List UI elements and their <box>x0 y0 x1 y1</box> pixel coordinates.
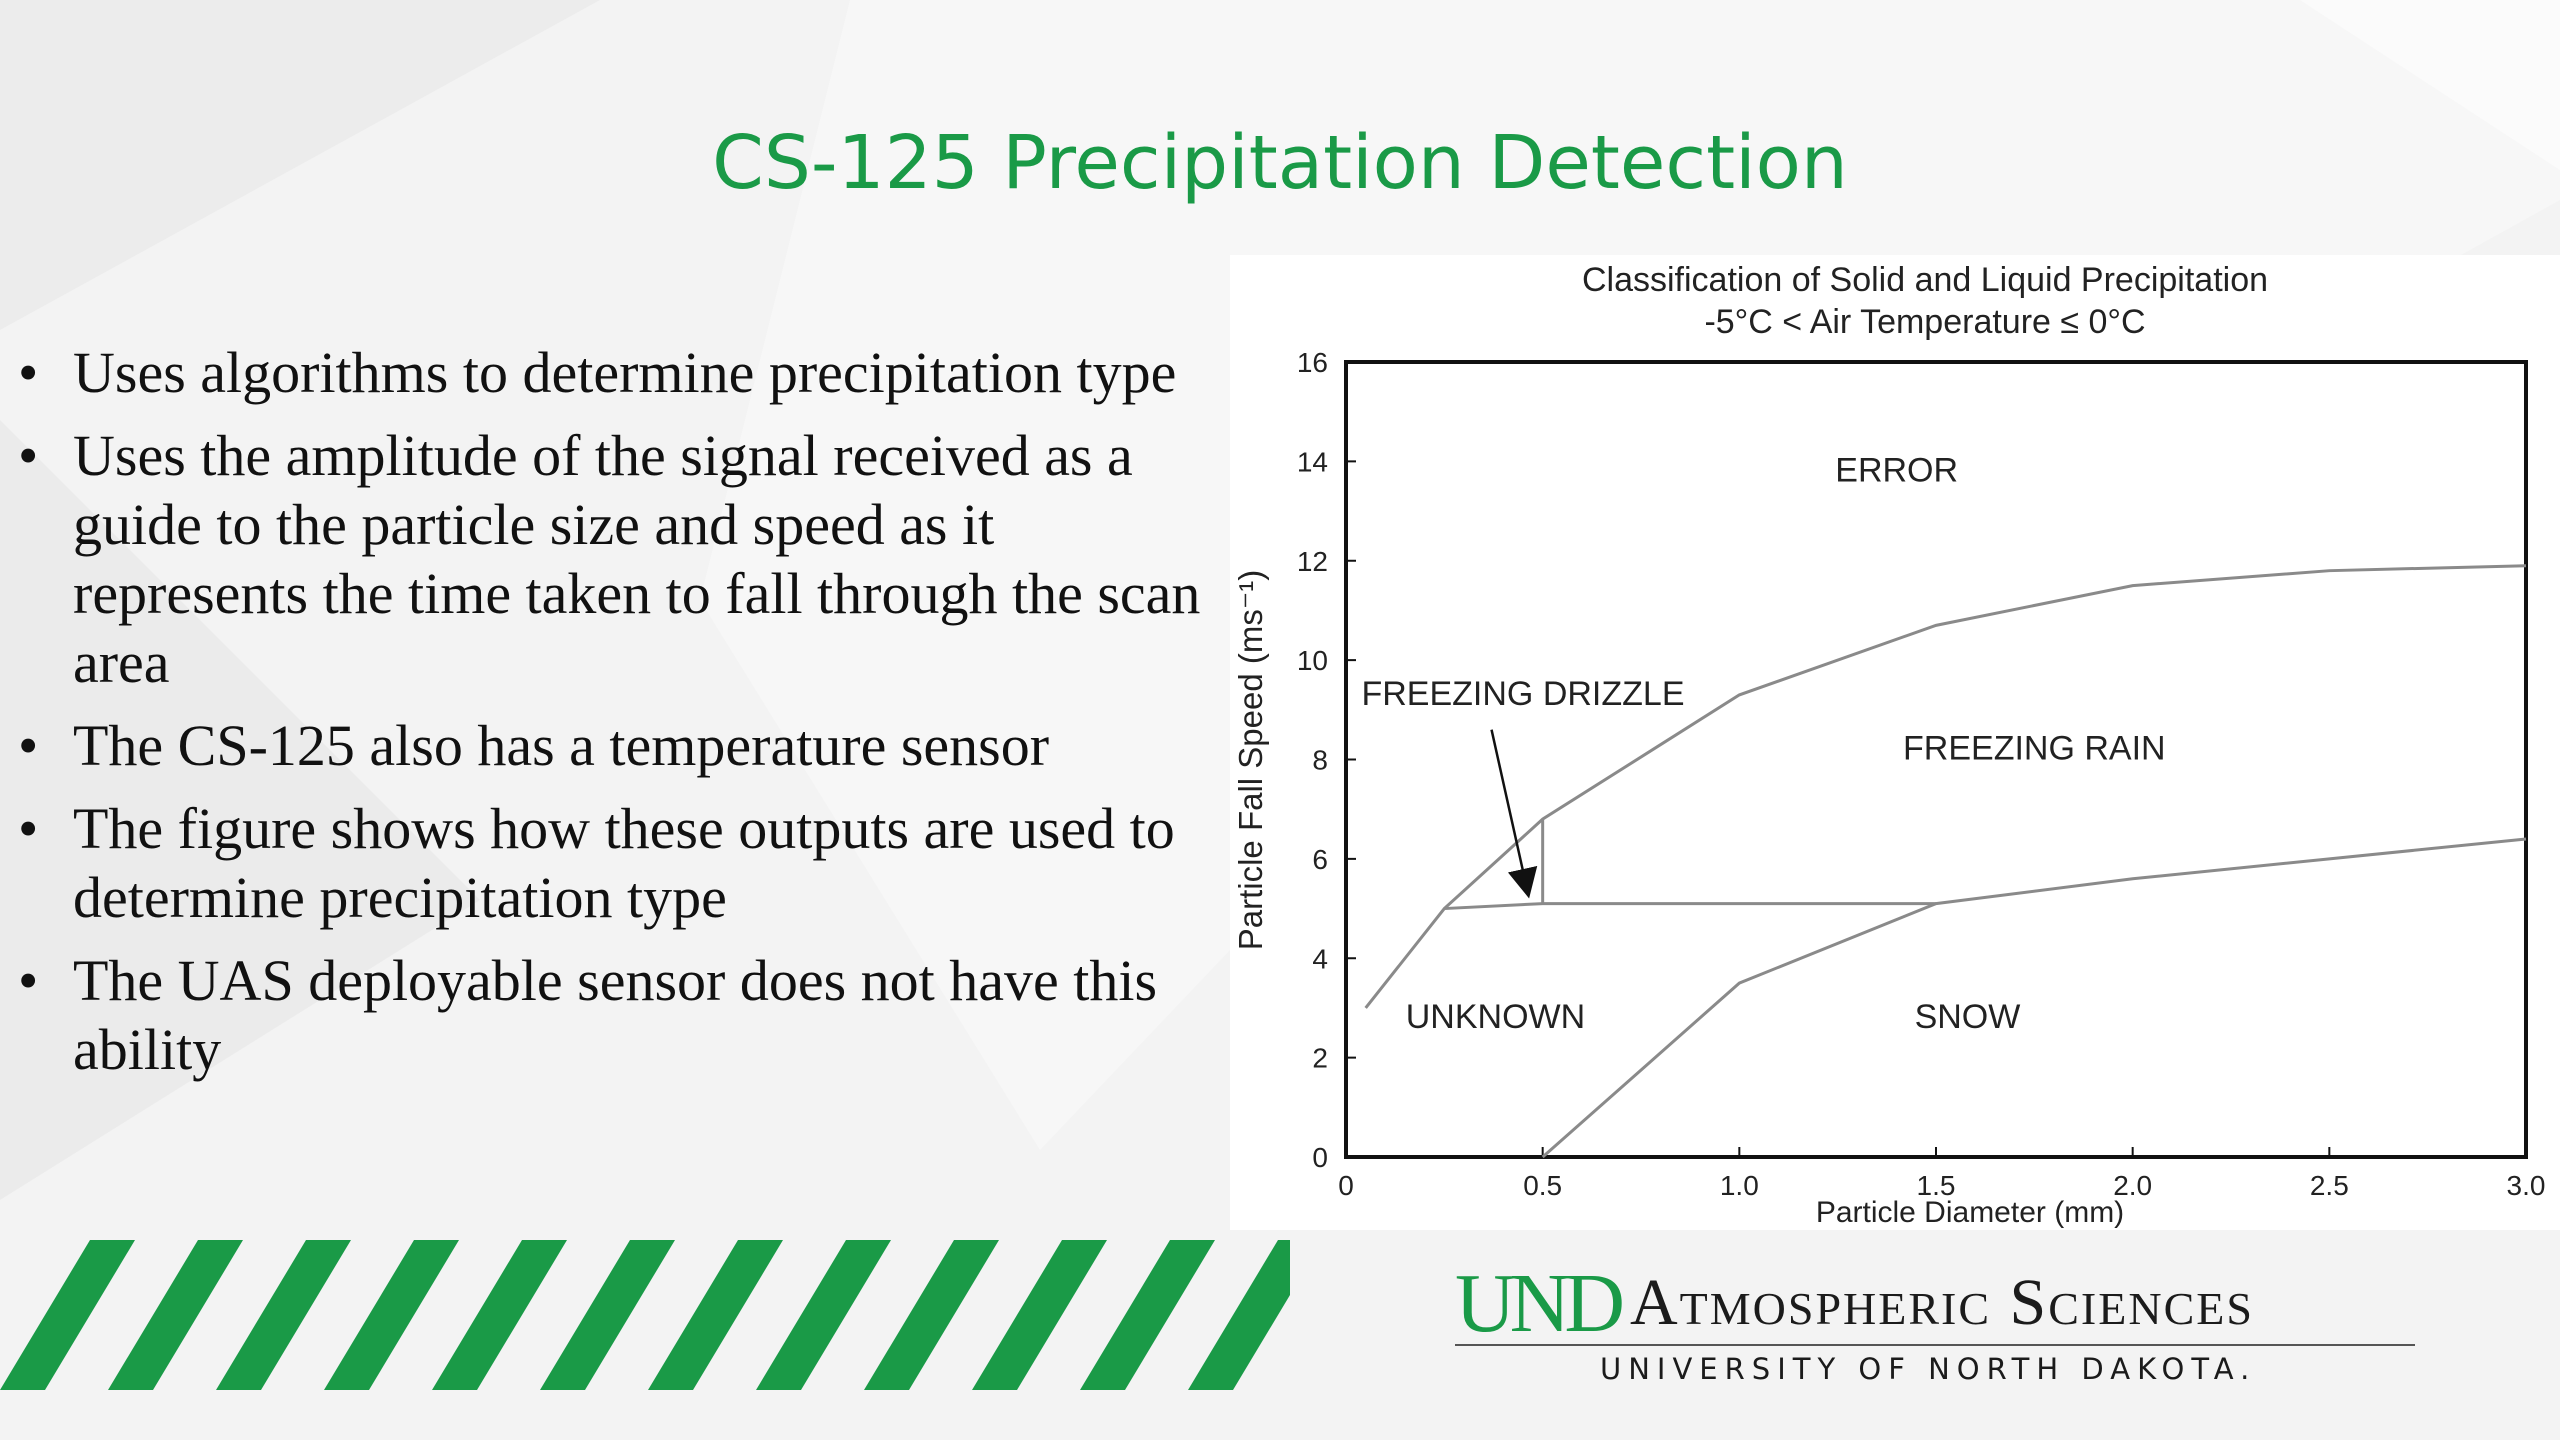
x-tick-label: 0 <box>1338 1170 1354 1201</box>
green-stripe <box>216 1240 351 1390</box>
bullet-item: • The figure shows how these outputs are … <box>18 794 1218 932</box>
green-stripe <box>648 1240 783 1390</box>
bullet-text: Uses the amplitude of the signal receive… <box>73 423 1201 695</box>
y-tick-label: 16 <box>1297 347 1328 378</box>
x-axis-label: Particle Diameter (mm) <box>1816 1196 2124 1229</box>
region-label: ERROR <box>1835 451 1958 489</box>
boundary-line <box>1541 837 2527 1159</box>
department-name: Atmospheric Sciences <box>1630 1266 2254 1339</box>
green-stripe <box>540 1240 675 1390</box>
region-label: FREEZING RAIN <box>1903 730 2166 768</box>
y-tick-label: 4 <box>1312 943 1328 974</box>
region-labels: ERROR FREEZING DRIZZLE FREEZING RAIN UNKNOW… <box>1361 451 2165 1036</box>
green-stripes-decoration <box>0 1240 1290 1390</box>
bullet-item: • Uses algorithms to determine precipitat… <box>18 338 1218 407</box>
bullet-dot: • <box>18 423 39 488</box>
chart-title: Classification of Solid and Liquid Preci… <box>1582 261 2268 299</box>
x-tick-label: 2.0 <box>2113 1170 2152 1201</box>
x-tick-label: 1.5 <box>1917 1170 1956 1201</box>
logo-divider <box>1455 1344 2415 1346</box>
bullet-text: Uses algorithms to determine precipitati… <box>73 340 1177 405</box>
x-tick-label: 2.5 <box>2310 1170 2349 1201</box>
bullet-dot: • <box>18 340 39 405</box>
y-tick-label: 14 <box>1297 446 1328 477</box>
region-label: SNOW <box>1915 998 2021 1036</box>
bullet-item: • Uses the amplitude of the signal receiv… <box>18 421 1218 697</box>
y-axis-label: Particle Fall Speed (ms⁻¹) <box>1232 570 1269 951</box>
bullet-text: The figure shows how these outputs are u… <box>73 796 1175 930</box>
green-stripe <box>324 1240 459 1390</box>
bullet-text: The UAS deployable sensor does not have … <box>73 948 1158 1082</box>
classification-figure: Classification of Solid and Liquid Preci… <box>1230 255 2560 1230</box>
green-stripe <box>864 1240 999 1390</box>
boundary-line <box>1444 902 1936 911</box>
axis-ticks: 0 0.5 1.0 1.5 2.0 2.5 3.0 0 2 4 6 8 10 12 14 16 <box>1297 347 2546 1201</box>
und-atmospheric-sciences-logo: UND Atmospheric Sciences UNIVERSITY OF N… <box>1455 1257 2415 1386</box>
green-stripe <box>0 1240 135 1390</box>
green-stripe <box>756 1240 891 1390</box>
green-stripe <box>972 1240 1107 1390</box>
region-label: FREEZING DRIZZLE <box>1361 675 1684 713</box>
bullet-list: • Uses algorithms to determine precipitat… <box>18 338 1218 1098</box>
chart-subtitle: -5°C < Air Temperature ≤ 0°C <box>1704 303 2145 341</box>
bullet-item: • The UAS deployable sensor does not have… <box>18 946 1218 1084</box>
green-stripe <box>1080 1240 1215 1390</box>
classification-chart: Classification of Solid and Liquid Preci… <box>1232 261 2546 1229</box>
slide-title: CS-125 Precipitation Detection <box>712 119 1848 206</box>
region-label: UNKNOWN <box>1406 998 1585 1036</box>
bullet-dot: • <box>18 948 39 1013</box>
x-tick-label: 0.5 <box>1523 1170 1562 1201</box>
und-mark: UND <box>1455 1257 1625 1350</box>
y-tick-label: 10 <box>1297 645 1328 676</box>
y-tick-label: 0 <box>1312 1142 1328 1173</box>
y-tick-label: 12 <box>1297 546 1328 577</box>
y-tick-label: 6 <box>1312 844 1328 875</box>
boundary-line <box>1364 564 2527 1009</box>
green-stripe <box>432 1240 567 1390</box>
bullet-dot: • <box>18 713 39 778</box>
green-stripe <box>1188 1240 1290 1390</box>
freezing-drizzle-arrow <box>1490 729 1538 899</box>
x-tick-label: 1.0 <box>1720 1170 1759 1201</box>
y-tick-label: 8 <box>1312 745 1328 776</box>
bullet-dot: • <box>18 796 39 861</box>
boundary-lines <box>1364 564 2527 1159</box>
university-name: UNIVERSITY OF NORTH DAKOTA. <box>1600 1352 2257 1386</box>
y-tick-label: 2 <box>1312 1043 1328 1074</box>
bullet-item: • The CS-125 also has a temperature senso… <box>18 711 1218 780</box>
x-tick-label: 3.0 <box>2507 1170 2546 1201</box>
bullet-text: The CS-125 also has a temperature sensor <box>73 713 1050 778</box>
green-stripe <box>108 1240 243 1390</box>
